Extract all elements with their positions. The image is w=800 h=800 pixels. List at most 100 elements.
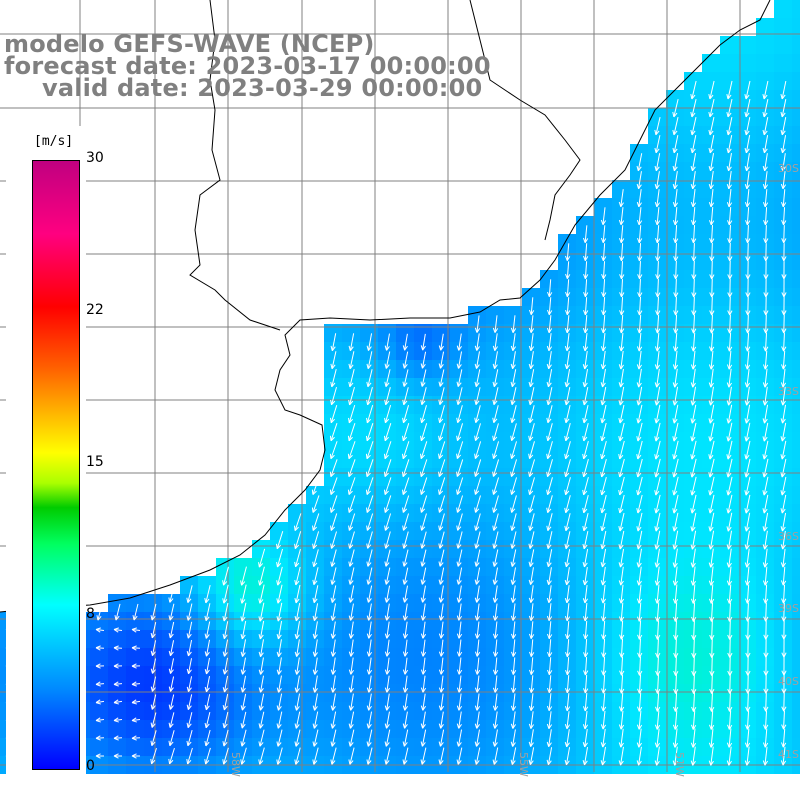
field-cell — [576, 306, 594, 324]
field-cell — [540, 504, 558, 522]
wind-arrow — [366, 747, 373, 765]
wind-arrow — [600, 332, 607, 352]
wind-arrow — [708, 404, 715, 424]
wind-arrow — [762, 171, 769, 190]
wind-arrow — [366, 369, 373, 388]
field-cell — [396, 648, 414, 666]
field-cell — [486, 342, 504, 360]
wind-arrow — [726, 422, 733, 442]
wind-arrow — [384, 531, 391, 549]
wind-arrow — [564, 711, 571, 730]
field-cell — [666, 486, 684, 504]
field-cell — [324, 702, 342, 720]
field-cell — [360, 324, 378, 342]
wind-arrow — [492, 333, 498, 351]
field-cell — [756, 36, 774, 54]
wind-arrow — [708, 494, 715, 514]
field-cell — [522, 702, 540, 720]
field-cell — [684, 252, 702, 270]
field-cell — [540, 558, 558, 576]
field-cell — [468, 720, 486, 738]
wind-arrow — [655, 278, 661, 298]
wind-arrow — [763, 332, 769, 352]
field-cell — [612, 198, 630, 216]
field-cell — [486, 684, 504, 702]
field-cell — [414, 540, 432, 558]
wind-arrow — [781, 638, 787, 658]
field-cell — [576, 540, 594, 558]
wind-arrow — [384, 405, 392, 424]
wind-arrow — [726, 728, 733, 748]
field-cell — [234, 738, 252, 756]
field-cell — [558, 486, 576, 504]
wind-arrow — [168, 694, 175, 710]
wind-arrow — [402, 621, 409, 639]
field-cell — [468, 576, 486, 594]
wind-arrow — [492, 369, 499, 388]
field-cell — [630, 432, 648, 450]
field-cell — [270, 522, 288, 540]
colorbar-gradient — [32, 160, 80, 770]
wind-arrow — [600, 692, 607, 712]
field-cell — [738, 90, 756, 108]
wind-arrow — [781, 620, 787, 640]
field-cell — [342, 720, 360, 738]
field-cell — [360, 342, 378, 360]
wind-arrow — [564, 405, 571, 424]
field-cell — [252, 576, 270, 594]
field-cell — [180, 612, 198, 630]
field-cell — [576, 252, 594, 270]
wind-arrow — [438, 495, 446, 513]
wind-arrow — [258, 602, 265, 622]
field-cell — [126, 702, 144, 720]
wind-arrow — [528, 747, 535, 765]
field-cell — [342, 414, 360, 432]
wind-arrow — [240, 729, 247, 747]
field-cell — [306, 540, 324, 558]
wind-arrow — [383, 423, 392, 442]
field-cell — [774, 306, 792, 324]
field-cell — [666, 432, 684, 450]
wind-arrow — [510, 459, 518, 477]
wind-arrow — [564, 621, 571, 640]
wind-arrow — [546, 405, 553, 424]
wind-arrow — [672, 386, 679, 406]
field-cell — [270, 738, 288, 756]
field-cell — [270, 720, 288, 738]
wind-arrow — [583, 674, 589, 694]
field-cell — [792, 270, 800, 288]
wind-arrow — [637, 674, 643, 694]
wind-arrow — [745, 261, 751, 280]
field-cell — [792, 90, 800, 108]
wind-arrow — [204, 676, 211, 693]
longitude-label: 58W — [229, 752, 242, 777]
field-cell — [414, 648, 432, 666]
wind-arrow — [744, 728, 751, 748]
wind-arrow — [726, 746, 732, 766]
field-cell — [486, 522, 504, 540]
field-cell — [414, 576, 432, 594]
wind-arrow — [330, 657, 336, 675]
wind-arrow — [456, 351, 463, 369]
colorbar-tick-30: 30 — [86, 150, 104, 166]
field-cell — [198, 684, 216, 702]
wind-arrow — [186, 621, 193, 639]
wind-arrow — [582, 728, 588, 748]
wind-arrow — [654, 494, 661, 514]
field-cell — [306, 648, 324, 666]
wind-arrow — [456, 585, 462, 603]
wind-arrow — [258, 711, 265, 729]
wind-arrow — [113, 627, 123, 633]
field-cell — [522, 486, 540, 504]
wind-arrow — [727, 207, 733, 226]
wind-arrow — [654, 728, 661, 748]
field-cell — [342, 486, 360, 504]
field-cell — [504, 378, 522, 396]
field-cell — [774, 252, 792, 270]
wind-arrow — [168, 603, 175, 621]
wind-arrow — [168, 730, 175, 747]
field-cell — [378, 612, 396, 630]
wind-arrow — [204, 639, 211, 657]
wind-arrow — [744, 494, 751, 514]
